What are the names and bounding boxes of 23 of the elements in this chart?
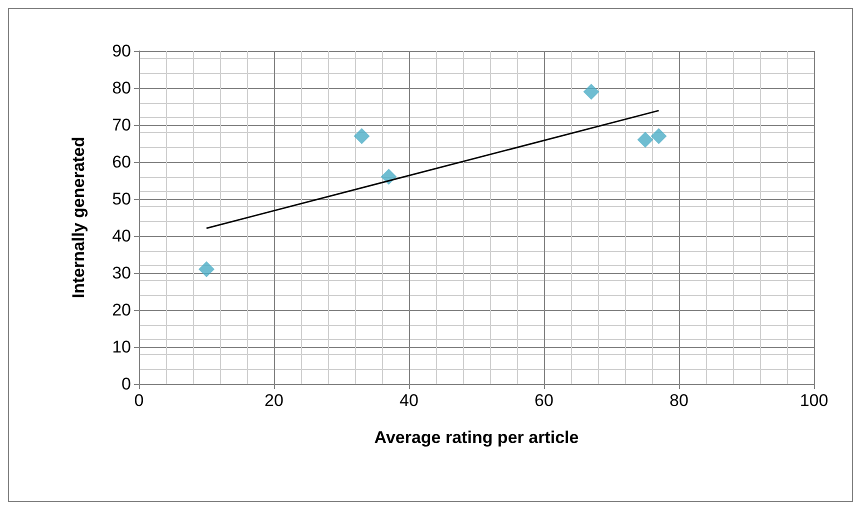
y-tick-label: 30 [112, 264, 131, 282]
y-axis-title: Internally generated [69, 136, 88, 298]
x-tick-label: 100 [800, 391, 828, 410]
x-tick-label: 20 [264, 391, 284, 410]
x-tick-label: 80 [670, 391, 688, 410]
y-tick-label: 60 [112, 152, 131, 172]
y-tick-label: 70 [112, 116, 131, 134]
y-tick-label: 0 [122, 374, 131, 394]
y-tick-label: 90 [112, 42, 131, 60]
x-axis-title: Average rating per article [374, 428, 579, 447]
point [583, 84, 600, 100]
point [650, 128, 667, 144]
y-tick-label: 50 [112, 190, 131, 208]
point [198, 261, 214, 278]
y-tick-label: 10 [112, 338, 131, 356]
y-tick-label: 20 [112, 300, 131, 320]
x-tick-label: 40 [400, 391, 418, 410]
x-tick-label: 0 [134, 391, 144, 410]
point [354, 128, 370, 144]
y-tick-label: 40 [112, 226, 131, 246]
point [637, 132, 654, 148]
y-tick-label: 80 [112, 78, 131, 98]
x-tick-label: 60 [534, 391, 554, 410]
